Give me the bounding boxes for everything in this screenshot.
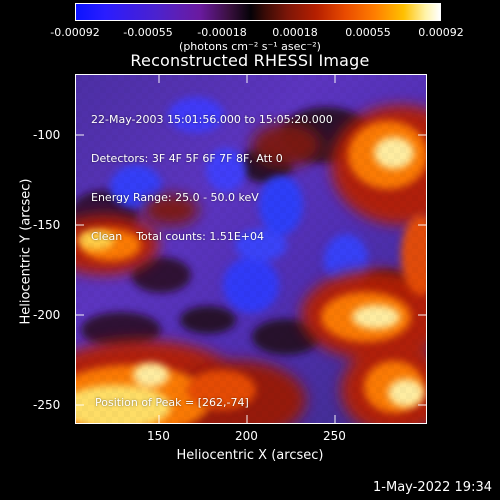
colorbar [75, 3, 441, 21]
observation-info: 22-May-2003 15:01:56.000 to 15:05:20.000… [91, 87, 333, 256]
colorbar-tick-1: -0.00092 [50, 26, 100, 39]
render-date: 1-May-2022 19:34 [373, 480, 492, 495]
y-tick-label-minus-150: -150 [33, 218, 61, 232]
energy-range: Energy Range: 25.0 - 50.0 keV [91, 191, 259, 204]
colorbar-tick-5: 0.00055 [345, 26, 391, 39]
colorbar-tick-2: -0.00055 [123, 26, 173, 39]
y-tick-label-minus-250: -250 [33, 398, 61, 412]
image-title: Reconstructed RHESSI Image [130, 51, 370, 70]
colorbar-tick-4: 0.00018 [272, 26, 318, 39]
y-tick-label-minus-200: -200 [33, 308, 61, 322]
time-range: 22-May-2003 15:01:56.000 to 15:05:20.000 [91, 113, 333, 126]
reconstructed-image-plot [75, 74, 427, 424]
detectors: Detectors: 3F 4F 5F 6F 7F 8F, Att 0 [91, 152, 283, 165]
colorbar-ticks: -0.00092 -0.00055 -0.00018 0.00018 0.000… [0, 21, 500, 61]
colorbar-tick-6: 0.00092 [418, 26, 464, 39]
colorbar-tick-3: -0.00018 [197, 26, 247, 39]
x-tick-label-200: 200 [235, 429, 258, 443]
solar-image [76, 75, 426, 423]
x-axis-label: Heliocentric X (arcsec) [176, 448, 324, 463]
clean-total-counts: Clean Total counts: 1.51E+04 [91, 230, 265, 243]
peak-position: Position of Peak = [262,-74] [95, 396, 249, 409]
y-axis-label: Heliocentric Y (arcsec) [18, 178, 34, 325]
x-tick-label-250: 250 [323, 429, 346, 443]
y-tick-label-minus-100: -100 [33, 128, 61, 142]
x-tick-label-150: 150 [147, 429, 170, 443]
colorbar-units: (photons cm⁻² s⁻¹ asec⁻²) [179, 40, 321, 53]
colorbar-gradient [76, 4, 440, 20]
